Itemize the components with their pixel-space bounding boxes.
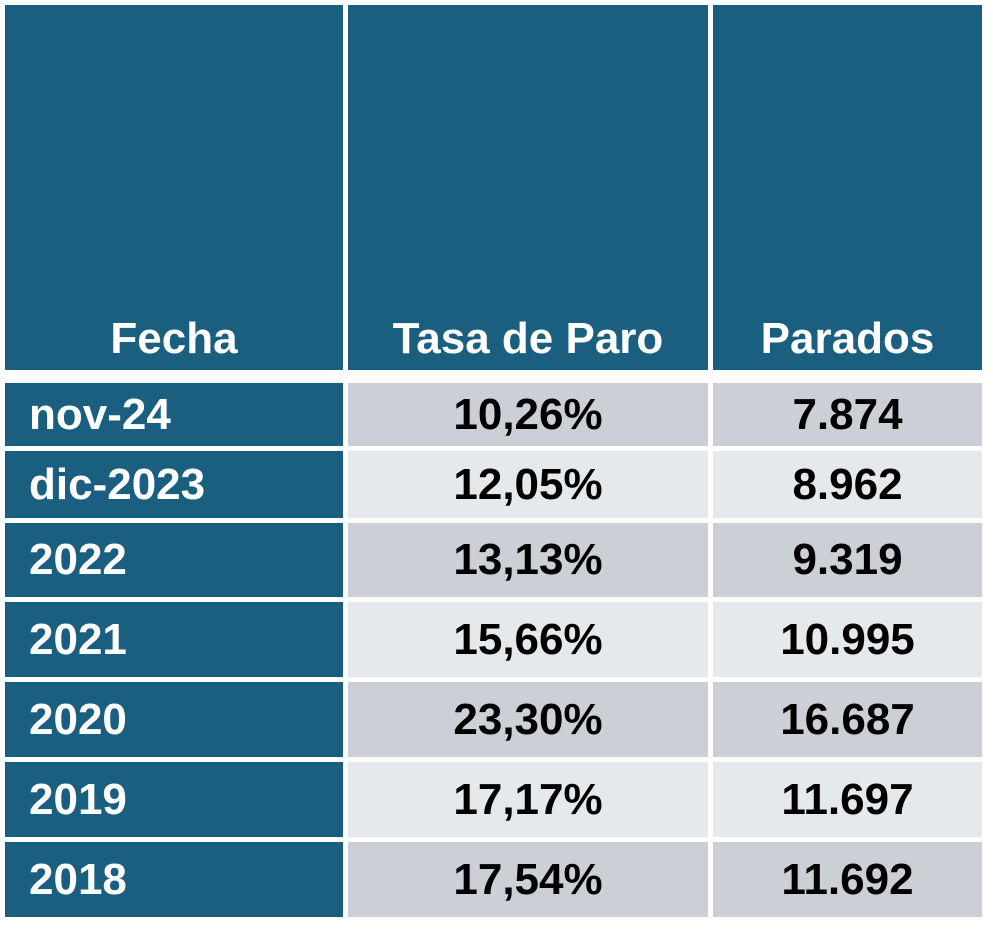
header-rate: Tasa de Paro: [348, 5, 708, 370]
cell-date: 2019: [5, 762, 343, 837]
cell-rate: 17,54%: [348, 842, 708, 917]
cell-rate: 17,17%: [348, 762, 708, 837]
cell-unemployed: 16.687: [713, 682, 982, 757]
cell-rate: 23,30%: [348, 682, 708, 757]
cell-rate: 15,66%: [348, 602, 708, 677]
cell-rate: 12,05%: [348, 451, 708, 518]
header-unemployed: Parados: [713, 5, 982, 370]
cell-date: 2020: [5, 682, 343, 757]
cell-unemployed: 8.962: [713, 451, 982, 518]
cell-rate: 13,13%: [348, 523, 708, 597]
cell-unemployed: 7.874: [713, 383, 982, 446]
cell-date: nov-24: [5, 383, 343, 446]
cell-date: 2022: [5, 523, 343, 597]
cell-unemployed: 9.319: [713, 523, 982, 597]
cell-rate: 10,26%: [348, 383, 708, 446]
header-date: Fecha: [5, 5, 343, 370]
cell-unemployed: 10.995: [713, 602, 982, 677]
cell-date: 2021: [5, 602, 343, 677]
cell-unemployed: 11.692: [713, 842, 982, 917]
cell-date: 2018: [5, 842, 343, 917]
cell-date: dic-2023: [5, 451, 343, 518]
cell-unemployed: 11.697: [713, 762, 982, 837]
